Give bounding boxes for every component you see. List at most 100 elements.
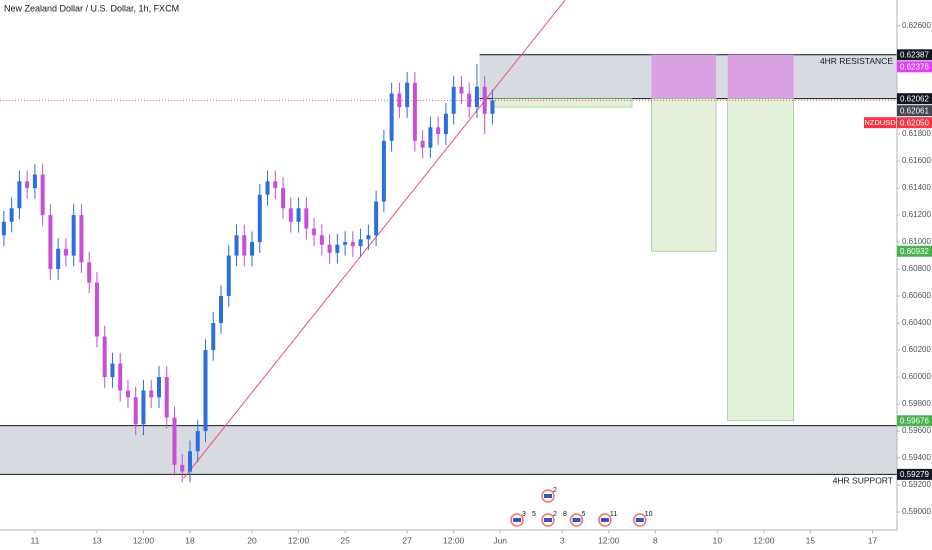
y-tick-label: 0.60000 xyxy=(902,372,931,381)
y-tick-label: 0.61400 xyxy=(902,183,931,192)
candle-body xyxy=(242,235,247,256)
candle-body xyxy=(203,350,208,432)
x-tick-label: 17 xyxy=(868,535,878,545)
candle-body xyxy=(467,93,472,108)
price-label-bg xyxy=(897,105,932,117)
candle-body xyxy=(32,174,37,189)
price-label: 0.60932 xyxy=(900,247,929,256)
y-tick-label: 0.60400 xyxy=(902,318,931,327)
price-label-bg xyxy=(897,117,932,129)
candle-body xyxy=(250,242,255,256)
candle-body xyxy=(125,390,130,398)
price-label-bg xyxy=(897,245,932,257)
candle-body xyxy=(335,244,340,253)
candle-body xyxy=(304,208,309,229)
candle-body xyxy=(312,228,317,236)
event-count: 3 xyxy=(522,511,526,518)
candle-body xyxy=(281,188,286,209)
candle-body xyxy=(420,140,425,148)
y-tick-label: 0.61000 xyxy=(902,237,931,246)
event-count: 5 xyxy=(581,511,585,518)
candle-body xyxy=(172,417,177,465)
event-flag xyxy=(572,518,581,522)
price-label: 0.59676 xyxy=(900,416,929,425)
zone-label: 4HR SUPPORT xyxy=(833,476,893,486)
y-tick-label: 0.59400 xyxy=(902,453,931,462)
candle-body xyxy=(195,431,200,452)
event-count: 8 xyxy=(563,511,567,518)
candle-body xyxy=(474,86,479,108)
x-tick-label: 8 xyxy=(653,535,658,545)
event-count: 2 xyxy=(553,487,557,494)
candle-body xyxy=(110,363,115,378)
x-tick-label: Jun xyxy=(493,535,507,545)
price-label-bg xyxy=(897,415,932,427)
x-tick-label: 3 xyxy=(560,535,565,545)
price-label: 0.59279 xyxy=(900,470,929,479)
candle-body xyxy=(436,127,441,135)
candle-body xyxy=(257,194,262,243)
candle-body xyxy=(156,377,161,398)
x-tick-label: 12:00 xyxy=(133,535,155,545)
price-label-bg xyxy=(897,468,932,480)
y-tick-label: 0.59000 xyxy=(902,507,931,516)
candle-body xyxy=(234,235,239,256)
candle-body xyxy=(87,262,92,283)
candle-body xyxy=(56,248,61,270)
y-tick-label: 0.61600 xyxy=(902,156,931,165)
candle-body xyxy=(405,82,410,108)
candle-body xyxy=(358,239,363,247)
plot-area xyxy=(0,0,897,483)
y-tick-label: 0.59600 xyxy=(902,426,931,435)
x-tick-label: 10 xyxy=(713,535,723,545)
candle-body xyxy=(118,363,123,391)
event-count: 5 xyxy=(532,511,536,518)
candle-body xyxy=(296,208,301,222)
event-count: 11 xyxy=(610,511,617,518)
candle-body xyxy=(273,181,278,189)
price-label: 0.62376 xyxy=(900,62,929,71)
x-tick-label: 15 xyxy=(806,535,816,545)
candle-body xyxy=(187,451,192,472)
y-tick-label: 0.59200 xyxy=(902,480,931,489)
candle-body xyxy=(366,235,371,240)
price-label-bg xyxy=(897,93,932,105)
zone xyxy=(0,425,897,475)
y-tick-label: 0.59800 xyxy=(902,399,931,408)
event-flag xyxy=(544,494,553,498)
candle-body xyxy=(9,208,14,222)
candle-body xyxy=(149,390,154,398)
candle-body xyxy=(350,242,355,247)
price-label: 0.62050 xyxy=(900,118,929,127)
candle-body xyxy=(180,464,185,472)
candle-body xyxy=(443,113,448,135)
y-tick-label: 0.61800 xyxy=(902,129,931,138)
candle-body xyxy=(381,140,386,202)
event-count: 2 xyxy=(553,511,557,518)
symbol-tag-bg xyxy=(864,117,896,129)
candle-body xyxy=(94,282,99,337)
target-area xyxy=(651,98,717,252)
candle-body xyxy=(79,215,84,263)
x-tick-label: 11 xyxy=(30,535,39,545)
price-label-bg xyxy=(897,61,932,73)
zone-label: 4HR RESISTANCE xyxy=(820,56,893,66)
event-flag xyxy=(544,518,553,522)
x-tick-label: 25 xyxy=(340,535,350,545)
candle-body xyxy=(459,86,464,94)
price-label: 0.62061 xyxy=(900,106,929,115)
candle-body xyxy=(374,201,379,236)
candle-body xyxy=(219,296,224,324)
x-tick-label: 12:00 xyxy=(753,535,775,545)
candle-body xyxy=(141,390,146,425)
x-tick-label: 20 xyxy=(247,535,257,545)
event-count: 10 xyxy=(645,511,653,518)
trend-line xyxy=(183,0,566,479)
candle-body xyxy=(133,397,138,425)
candle-body xyxy=(226,255,231,297)
y-tick-label: 0.60600 xyxy=(902,291,931,300)
x-tick-label: 27 xyxy=(402,535,412,545)
price-label: 0.62062 xyxy=(900,94,929,103)
